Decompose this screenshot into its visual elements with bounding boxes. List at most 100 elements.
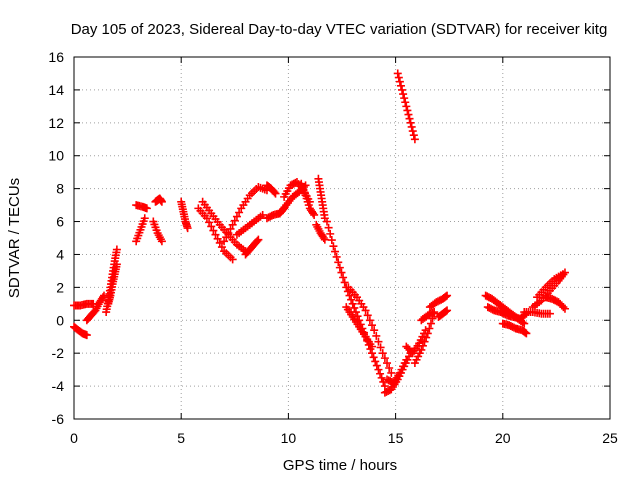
x-tick-label: 15 [388,430,404,446]
y-tick-label: 10 [48,148,64,164]
data-point [224,229,233,238]
data-point [370,326,379,335]
data-point [372,361,381,370]
x-tick-label: 5 [177,430,185,446]
y-tick-label: 8 [56,181,64,197]
series-arc33 [434,306,452,321]
data-point [417,345,426,354]
series-arc31 [417,308,439,325]
y-tick-label: 0 [56,312,64,328]
y-tick-label: 4 [56,246,64,262]
data-point [220,237,229,246]
data-point [403,106,412,115]
series-arc12 [198,197,250,256]
data-point [409,131,418,140]
data-point [400,94,409,103]
data-point [423,329,432,338]
data-point [368,321,377,330]
data-point [211,230,220,239]
data-point [399,90,408,99]
data-point [217,243,226,252]
data-point [560,304,569,313]
data-point [558,270,567,279]
data-point [258,210,267,219]
data-point [350,303,359,312]
data-point [235,208,244,217]
series-arc40 [541,293,569,313]
x-tick-label: 25 [602,430,618,446]
data-point [215,238,224,247]
data-point [348,299,357,308]
data-point [337,268,346,277]
series-arc24 [344,283,396,377]
data-point [426,319,435,328]
data-point [82,331,91,340]
series-arc9 [149,217,166,246]
data-point [404,110,413,119]
series-arc25 [342,303,377,351]
data-point [376,343,385,352]
data-point [374,365,383,374]
data-point [207,222,216,231]
series-arc4 [102,245,121,317]
data-point [401,98,410,107]
data-point [347,295,356,304]
tick-labels: 0 5 10 15 20 25 -6 -4 -2 0 2 4 6 8 10 12 14 16 [48,49,618,446]
data-point [376,369,385,378]
series-arc14 [232,210,267,239]
plot-frame [73,56,611,420]
data-point [322,217,331,226]
chart-title: Day 105 of 2023, Sidereal Day-to-day VTE… [71,21,608,38]
data-point [230,216,239,225]
data-point [157,197,166,206]
data-point [270,188,279,197]
data-point [213,234,222,243]
data-point [385,363,394,372]
data-point [365,316,374,325]
data-point [209,226,218,235]
data-point [395,77,404,86]
data-point [371,357,380,366]
series-arc2 [70,299,98,310]
data-point [326,229,335,238]
data-point [205,218,214,227]
x-tick-label: 20 [495,430,511,446]
data-point [340,278,349,287]
series-arc13 [220,182,271,246]
series-arc32 [425,291,452,312]
series-arc20 [297,179,319,219]
series-arc29 [393,69,419,144]
data-point [420,337,429,346]
series-arc3 [82,291,109,325]
data-point [226,224,235,233]
y-tick-label: -6 [52,411,65,427]
data-point [422,333,431,342]
y-tick-label: -2 [52,345,65,361]
y-tick-label: 12 [48,115,64,131]
data-point [271,189,280,198]
data-point [331,247,340,256]
data-point [140,214,149,223]
y-tick-label: 2 [56,279,64,295]
data-point [334,258,343,267]
data-point [183,224,192,233]
x-tick-label: 10 [281,430,297,446]
data-point [396,81,405,90]
data-point [394,73,403,82]
data-point [402,355,411,364]
data-point [363,311,372,320]
series-arc1 [70,322,91,340]
data-point [402,102,411,111]
series-arc15 [241,235,263,259]
data-points [70,69,569,397]
y-tick-label: 14 [48,82,64,98]
data-point [520,319,529,328]
series-arc36 [498,319,531,338]
series-arc30 [410,309,439,368]
data-point [112,245,121,254]
data-point [407,122,416,131]
data-point [425,324,434,333]
series-arc27 [383,355,411,387]
data-point [232,212,241,221]
